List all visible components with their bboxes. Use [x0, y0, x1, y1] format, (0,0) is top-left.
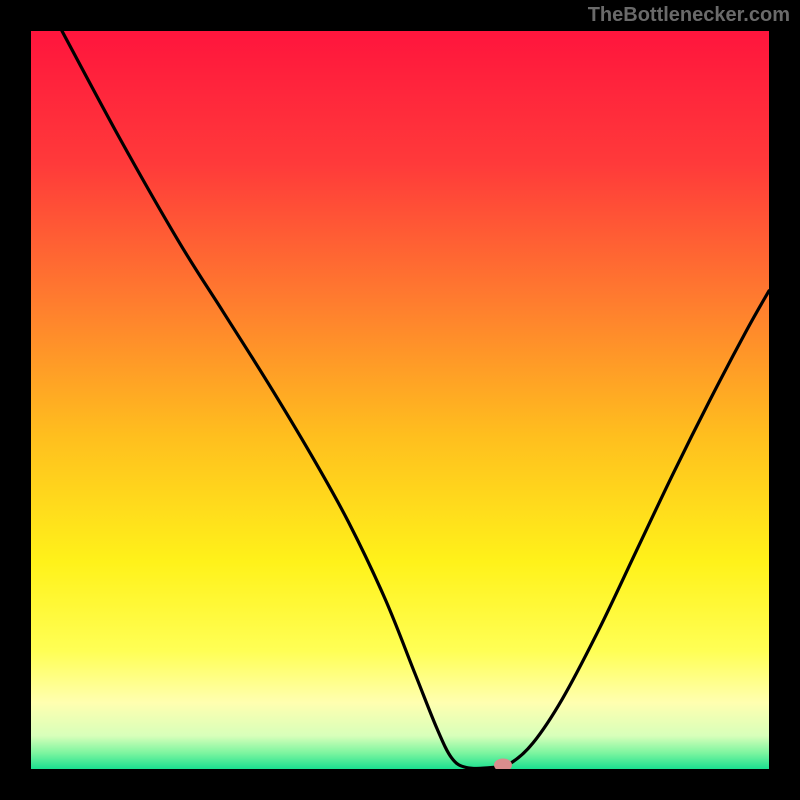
- plot-area: [31, 31, 769, 769]
- watermark-text: TheBottlenecker.com: [588, 4, 790, 27]
- plot-clip: [31, 31, 769, 769]
- bottleneck-curve: [31, 31, 769, 769]
- optimal-point-marker: [494, 759, 512, 769]
